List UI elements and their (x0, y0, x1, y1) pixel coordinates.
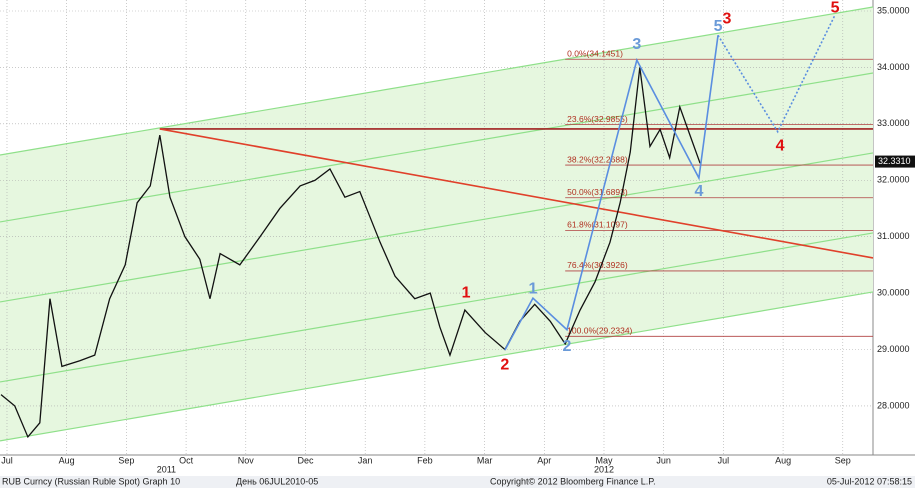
footer-timestamp: 05-Jul-2012 07:58:15 (827, 476, 912, 486)
fib-label: 38.2%(32.2688) (567, 154, 628, 164)
fib-label: 61.8%(31.1097) (567, 220, 628, 230)
x-tick-label: Aug (59, 455, 75, 465)
channel-line (0, 232, 874, 383)
year-label: 2011 (157, 464, 176, 474)
x-tick-label: Nov (238, 455, 255, 465)
y-tick-label: 32.0000 (877, 175, 910, 185)
footer-left: RUB Curncy (Russian Ruble Spot) Graph 10 (2, 476, 180, 486)
x-tick-label: Jan (358, 455, 373, 465)
fib-label: 76.4%(30.3926) (567, 260, 628, 270)
trend-line (159, 128, 874, 259)
x-tick-label: Dec (297, 455, 314, 465)
x-tick-label: Sep (835, 455, 851, 465)
footer-period: День 06JUL2010-05 (236, 476, 318, 486)
channel-line (0, 291, 874, 442)
year-label: 2012 (594, 464, 614, 474)
x-tick-label: Jul (1, 455, 13, 465)
wave-label: 4 (694, 183, 703, 200)
channel-line (0, 152, 874, 303)
wave-label: 3 (632, 36, 641, 53)
last-price-box (875, 155, 915, 168)
last-price-label: 32.3310 (878, 156, 911, 166)
y-tick-label: 31.0000 (877, 231, 910, 241)
channel-line (0, 72, 874, 223)
footer-copyright: Copyright© 2012 Bloomberg Finance L.P. (490, 476, 656, 486)
wave-label: 4 (776, 138, 785, 155)
y-tick-label: 34.0000 (877, 62, 910, 72)
y-tick-label: 35.0000 (877, 5, 910, 15)
x-tick-label: Sep (118, 455, 134, 465)
x-tick-label: Aug (775, 455, 791, 465)
wave-label: 5 (831, 0, 840, 16)
fib-label: 0.0%(34.1451) (567, 48, 623, 58)
fib-label: 23.6%(32.9855) (567, 114, 628, 124)
wave-projection (717, 14, 836, 134)
wave-path (504, 35, 719, 351)
x-tick-label: Feb (417, 455, 433, 465)
x-tick-label: Oct (179, 455, 194, 465)
x-tick-label: Jun (656, 455, 671, 465)
x-tick-label: Jul (718, 455, 730, 465)
wave-label: 1 (528, 280, 537, 297)
y-tick-label: 33.0000 (877, 118, 910, 128)
wave-label: 2 (500, 357, 509, 374)
y-tick-label: 28.0000 (877, 400, 910, 410)
fib-label: 100.0%(29.2334) (567, 326, 632, 336)
x-tick-label: May (595, 455, 613, 465)
wave-label: 5 (714, 18, 723, 35)
y-tick-label: 30.0000 (877, 287, 910, 297)
wave-label: 2 (563, 338, 572, 355)
channel-fill (0, 6, 873, 441)
fib-label: 50.0%(31.6893) (567, 187, 628, 197)
y-tick-label: 29.0000 (877, 344, 910, 354)
price-line (0, 67, 701, 439)
channel-line (0, 6, 874, 156)
x-tick-label: Apr (537, 455, 551, 465)
wave-label: 3 (723, 11, 732, 28)
wave-label: 1 (462, 284, 471, 301)
status-bar (0, 476, 915, 488)
x-tick-label: Mar (477, 455, 493, 465)
